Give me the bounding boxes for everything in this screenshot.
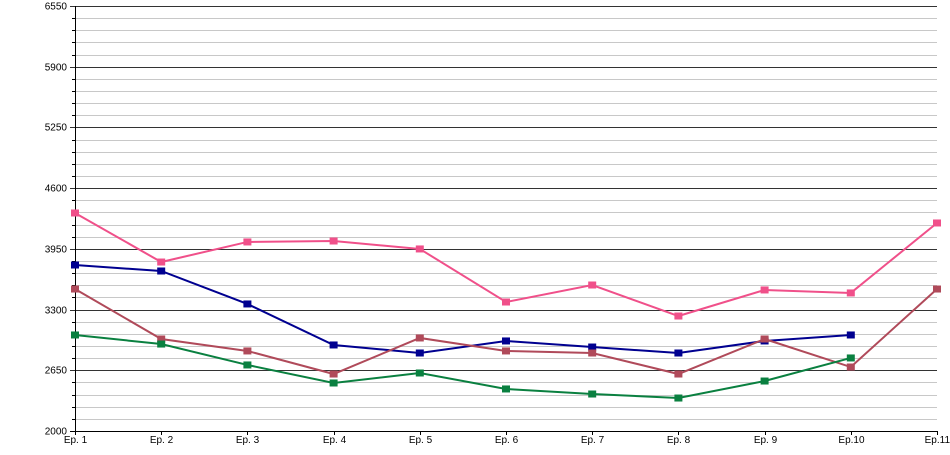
series-line-blue — [74, 264, 851, 355]
data-point-pink — [674, 312, 683, 320]
data-point-brown — [502, 347, 510, 355]
data-point-green — [71, 331, 79, 339]
data-point-blue — [846, 331, 855, 339]
data-point-green — [846, 354, 855, 362]
series-line-green — [74, 333, 852, 400]
data-point-blue — [329, 341, 338, 349]
x-tick-label: Ep.11 — [925, 435, 950, 446]
data-point-green — [588, 390, 597, 398]
data-point-blue — [588, 343, 597, 351]
data-point-brown — [933, 285, 941, 293]
data-point-pink — [502, 298, 510, 306]
data-point-brown — [157, 335, 166, 343]
x-tick-label: Ep. 1 — [64, 435, 88, 446]
data-point-green — [674, 394, 683, 402]
x-tick-label: Ep. 6 — [495, 435, 519, 446]
data-point-blue — [157, 267, 166, 275]
data-point-green — [243, 361, 252, 369]
data-point-pink — [415, 245, 424, 253]
data-point-blue — [415, 349, 424, 357]
data-point-brown — [329, 370, 338, 378]
data-point-pink — [157, 258, 166, 266]
data-point-green — [329, 379, 338, 387]
data-point-green — [760, 377, 769, 385]
data-point-green — [415, 369, 424, 377]
x-tick-label: Ep. 5 — [409, 435, 433, 446]
data-point-blue — [502, 337, 510, 345]
y-tick-label: 3950 — [45, 245, 68, 256]
y-tick-label: 2000 — [45, 427, 68, 438]
x-tick-label: Ep. 2 — [150, 435, 174, 446]
data-point-blue — [71, 261, 79, 269]
data-point-brown — [415, 334, 424, 342]
data-point-pink — [846, 289, 855, 297]
data-point-brown — [674, 370, 683, 378]
y-tick-label: 3300 — [45, 306, 68, 317]
data-point-pink — [588, 281, 597, 289]
data-point-blue — [243, 300, 252, 308]
data-point-brown — [588, 349, 597, 357]
x-tick-label: Ep. 3 — [236, 435, 260, 446]
data-point-pink — [760, 286, 769, 294]
data-point-pink — [329, 237, 338, 245]
data-point-blue — [674, 349, 683, 357]
x-tick-label: Ep. 7 — [581, 435, 605, 446]
x-tick-label: Ep. 9 — [754, 435, 778, 446]
y-tick-label: 5900 — [45, 63, 68, 74]
data-point-green — [157, 340, 166, 348]
data-point-brown — [846, 363, 855, 371]
data-point-brown — [243, 347, 252, 355]
data-point-brown — [760, 335, 769, 343]
y-tick-label: 2650 — [45, 366, 68, 377]
data-point-pink — [71, 209, 79, 217]
data-point-pink — [933, 219, 941, 227]
y-tick-label: 5250 — [45, 123, 68, 134]
data-point-green — [502, 385, 510, 393]
y-tick-label: 4600 — [45, 184, 68, 195]
data-point-pink — [243, 238, 252, 246]
y-tick-label: 6550 — [45, 2, 68, 13]
x-tick-label: Ep. 4 — [323, 435, 347, 446]
x-tick-label: Ep. 8 — [667, 435, 691, 446]
x-tick-label: Ep.10 — [838, 435, 865, 446]
data-point-brown — [71, 285, 79, 293]
